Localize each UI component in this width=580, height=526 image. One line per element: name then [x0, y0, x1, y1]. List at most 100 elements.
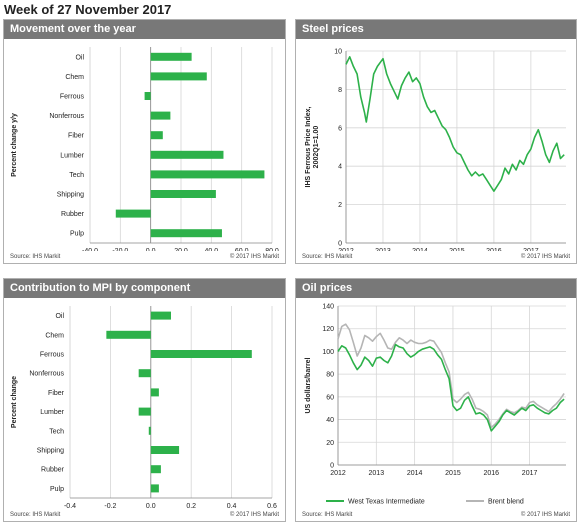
steel-panel: Steel prices 0 2 4 6 8 10 2012 2013 2014 2015 2016…	[295, 19, 577, 264]
legend-label: Brent blend	[488, 499, 524, 506]
x-tick-label: 2016	[486, 248, 502, 251]
oil-panel: Oil prices 0 20 40 60 80 100 120 140 2012 2013 201…	[295, 278, 577, 522]
y-tick-label: 6	[338, 125, 342, 132]
steel-chart: 0 2 4 6 8 10 2012 2013 2014 2015 2016 2017 IHS Ferro…	[305, 49, 566, 251]
x-tick-label: 2014	[407, 470, 423, 477]
contribution-panel: Contribution to MPI by component -0.4 -0.…	[3, 278, 286, 522]
contribution-chart: -0.4 -0.2 0.0 0.2 0.4 0.6 Oil Chem Ferrous Nonfer…	[11, 306, 277, 510]
x-tick-label: 40.0	[205, 248, 219, 251]
panel-title: Contribution to MPI by component	[4, 279, 285, 298]
copyright-note: © 2017 IHS Markit	[229, 512, 279, 518]
x-tick-label: 0.2	[186, 503, 196, 510]
category-label: Rubber	[61, 211, 85, 218]
y-tick-label: 80	[326, 372, 334, 379]
legend-label: West Texas Intermediate	[348, 499, 425, 506]
bar	[150, 170, 265, 179]
category-label: Rubber	[41, 467, 65, 474]
x-tick-label: 20.0	[174, 248, 188, 251]
category-label: Oil	[55, 313, 64, 320]
bar	[150, 190, 216, 198]
category-label: Pulp	[50, 486, 64, 493]
bar	[150, 229, 222, 238]
copyright-note: © 2017 IHS Markit	[520, 254, 570, 260]
category-label: Chem	[65, 74, 84, 81]
y-tick-label: 4	[338, 164, 342, 171]
copyright-note: © 2017 IHS Markit	[520, 512, 570, 518]
y-tick-label: 140	[322, 304, 334, 311]
x-tick-label: -20.0	[112, 248, 128, 251]
x-tick-label: -0.4	[64, 503, 76, 510]
series-line	[345, 55, 565, 192]
y-tick-label: 8	[338, 87, 342, 94]
x-tick-label: 2012	[338, 248, 354, 251]
x-tick-label: 2012	[330, 470, 346, 477]
category-label: Pulp	[70, 231, 84, 238]
source-note: Source: IHS Markit	[10, 254, 61, 260]
movement-chart: -40.0 -20.0 0.0 20.0 40.0 60.0 80.0 Oil Chem Ferr…	[11, 47, 279, 251]
x-tick-label: 0.0	[146, 248, 156, 251]
bar	[150, 111, 171, 120]
y-axis-label: US dollars/barrel	[305, 357, 312, 413]
bar	[150, 131, 163, 140]
category-label: Nonferrous	[49, 113, 84, 120]
bar	[148, 426, 151, 435]
x-tick-label: 0.6	[267, 503, 277, 510]
x-tick-label: -40.0	[82, 248, 98, 251]
series-line	[337, 343, 565, 432]
category-label: Fiber	[48, 390, 65, 397]
bar	[138, 407, 151, 416]
page-title: Week of 27 November 2017	[4, 2, 172, 17]
source-note: Source: IHS Markit	[10, 512, 61, 518]
bar	[115, 209, 151, 218]
bar	[150, 52, 192, 61]
bar	[144, 92, 151, 100]
bar	[150, 350, 252, 358]
category-label: Lumber	[60, 152, 84, 159]
bar	[150, 465, 161, 474]
y-tick-label: 100	[322, 349, 334, 356]
x-tick-label: 2017	[523, 248, 539, 251]
bar	[106, 330, 151, 339]
bar	[150, 150, 224, 159]
category-label: Tech	[69, 172, 84, 179]
panel-title: Movement over the year	[4, 20, 285, 39]
x-tick-label: 0.0	[146, 503, 156, 510]
bar	[150, 484, 159, 493]
copyright-note: © 2017 IHS Markit	[229, 254, 279, 260]
x-tick-label: 0.4	[227, 503, 237, 510]
bar	[150, 446, 180, 454]
bar	[150, 388, 159, 397]
x-tick-label: 2017	[522, 470, 538, 477]
panel-title: Oil prices	[296, 279, 576, 298]
x-tick-label: 2015	[445, 470, 461, 477]
category-label: Shipping	[37, 448, 64, 455]
x-tick-label: 2016	[483, 470, 499, 477]
y-tick-label: 2	[338, 202, 342, 209]
y-tick-label: 0	[338, 241, 342, 248]
series-line	[337, 323, 565, 429]
category-label: Tech	[49, 428, 64, 435]
y-tick-label: 10	[334, 49, 342, 56]
oil-chart: 0 20 40 60 80 100 120 140 2012 2013 2014 2015 2016 20…	[305, 304, 566, 506]
x-tick-label: 2015	[449, 248, 465, 251]
y-tick-label: 120	[322, 326, 334, 333]
category-label: Fiber	[68, 133, 85, 140]
movement-panel: Movement over the year -40.0 -20.0 0.0 20.0…	[3, 19, 286, 264]
x-tick-label: -0.2	[104, 503, 116, 510]
x-tick-label: 2013	[369, 470, 385, 477]
category-label: Oil	[75, 54, 84, 61]
source-note: Source: IHS Markit	[302, 254, 353, 260]
y-tick-label: 0	[330, 463, 334, 470]
bar	[138, 369, 151, 378]
panel-title: Steel prices	[296, 20, 576, 39]
x-tick-label: 80.0	[265, 248, 279, 251]
y-tick-label: 40	[326, 417, 334, 424]
category-label: Ferrous	[40, 352, 65, 359]
y-tick-label: 60	[326, 394, 334, 401]
category-label: Ferrous	[60, 94, 85, 101]
category-label: Chem	[45, 332, 64, 339]
category-label: Lumber	[40, 409, 64, 416]
x-tick-label: 2013	[375, 248, 391, 251]
source-note: Source: IHS Markit	[302, 512, 353, 518]
bar	[150, 72, 207, 81]
